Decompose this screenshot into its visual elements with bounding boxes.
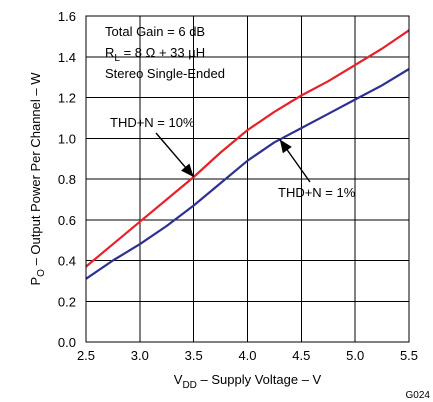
x-tick-label: 5.5 bbox=[400, 348, 418, 363]
x-axis-label: VDD – Supply Voltage – V bbox=[174, 372, 322, 391]
y-tick-labels: 0.0 0.2 0.4 0.6 0.8 1.0 1.2 1.4 1.6 bbox=[58, 9, 76, 350]
condition-gain: Total Gain = 6 dB bbox=[105, 24, 205, 39]
x-tick-label: 3.5 bbox=[185, 348, 203, 363]
y-tick-label: 0.6 bbox=[58, 213, 76, 228]
thd1-arrow-head bbox=[279, 139, 292, 154]
y-tick-label: 0.0 bbox=[58, 335, 76, 350]
series-line-thd1 bbox=[85, 68, 410, 280]
y-tick-label: 1.4 bbox=[58, 50, 76, 65]
x-tick-labels: 2.5 3.0 3.5 4.0 4.5 5.0 5.5 bbox=[77, 348, 418, 363]
y-tick-label: 0.4 bbox=[58, 254, 76, 269]
y-axis-label: PO – Output Power Per Channel – W bbox=[28, 72, 47, 286]
label-thd10: THD+N = 10% bbox=[110, 115, 195, 130]
y-tick-label: 1.0 bbox=[58, 131, 76, 146]
grid-layer bbox=[86, 16, 409, 342]
series-layer bbox=[85, 29, 410, 280]
x-tick-label: 2.5 bbox=[77, 348, 95, 363]
x-tick-label: 4.5 bbox=[292, 348, 310, 363]
figure-id: G024 bbox=[406, 390, 431, 401]
y-tick-label: 0.8 bbox=[58, 172, 76, 187]
y-tick-label: 1.2 bbox=[58, 91, 76, 106]
x-tick-label: 3.0 bbox=[131, 348, 149, 363]
plot-frame bbox=[85, 15, 410, 343]
y-tick-label: 0.2 bbox=[58, 294, 76, 309]
annotation-layer: THD+N = 10% THD+N = 1% bbox=[110, 115, 356, 200]
condition-load: RL = 8 Ω + 33 µH bbox=[105, 45, 205, 64]
thd10-arrow-head bbox=[181, 163, 194, 177]
label-thd1: THD+N = 1% bbox=[278, 185, 356, 200]
series-line-thd10 bbox=[85, 29, 410, 268]
x-tick-label: 5.0 bbox=[346, 348, 364, 363]
y-tick-label: 1.6 bbox=[58, 9, 76, 24]
x-tick-label: 4.0 bbox=[238, 348, 256, 363]
condition-mode: Stereo Single-Ended bbox=[105, 66, 225, 81]
